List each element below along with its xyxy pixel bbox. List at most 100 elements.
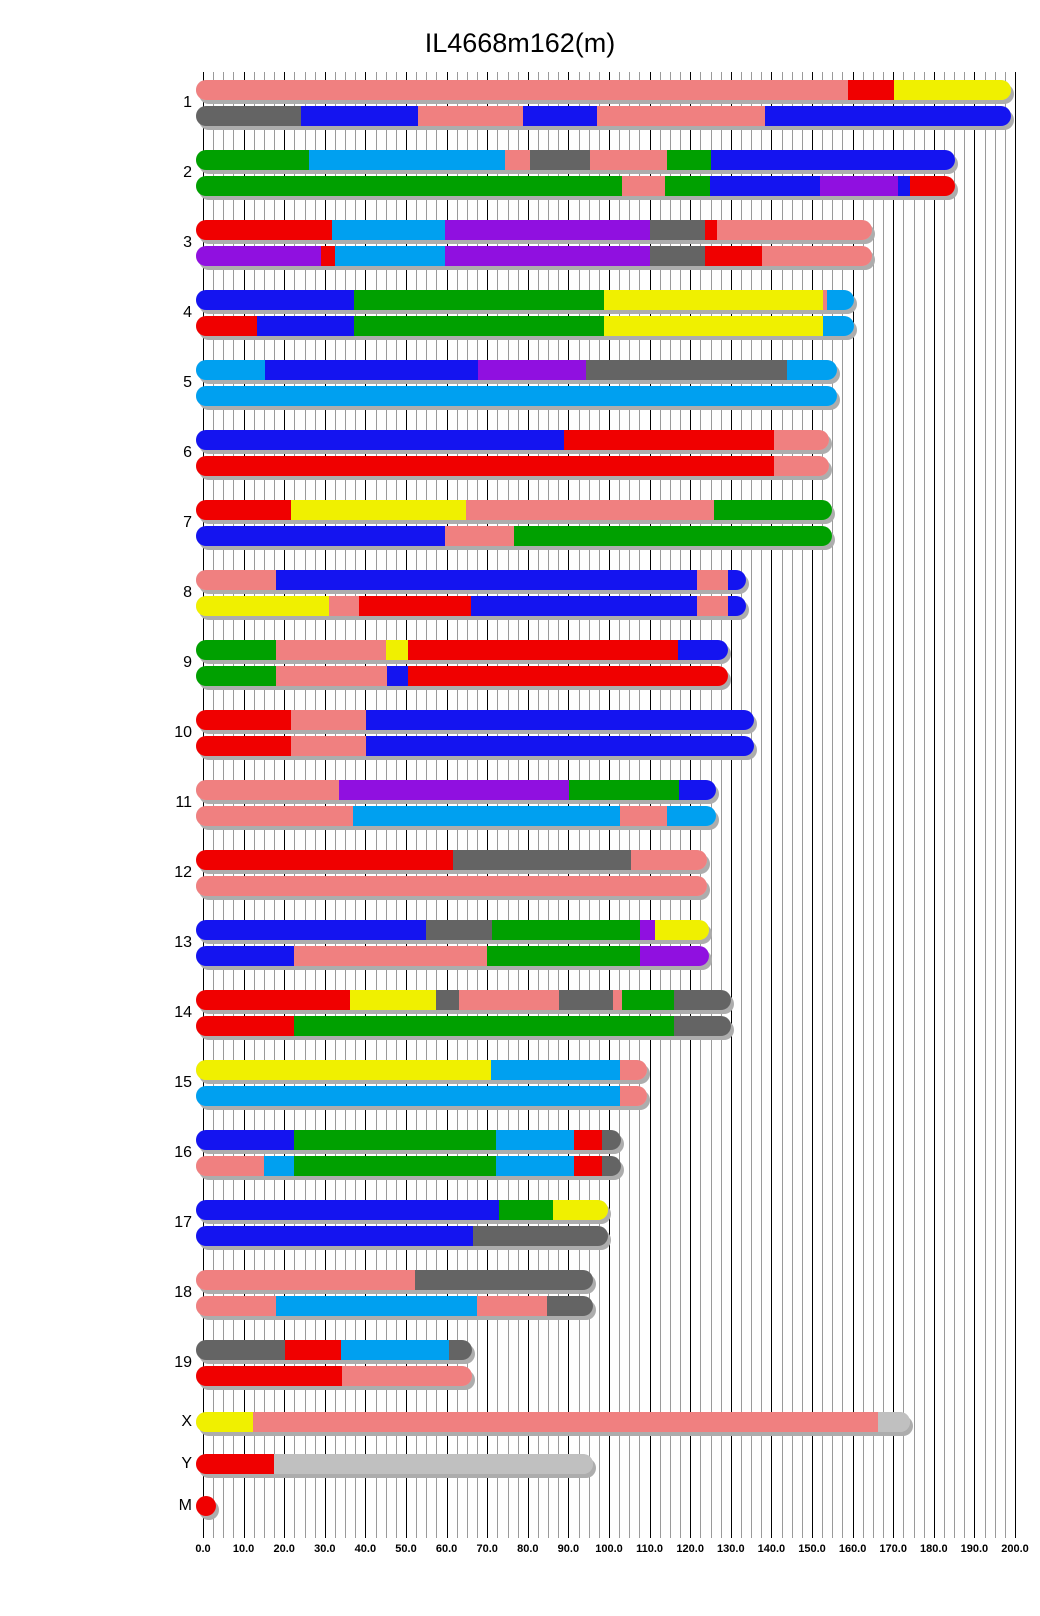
bar-segment-yellow [349,990,436,1010]
chromosome-bar-18-strand2 [196,1296,593,1316]
bar-segment-pink [444,526,514,546]
axis-tick-label: 70.0 [476,1543,498,1555]
gridline-minor [659,72,661,1538]
bar-segment-red [408,666,728,686]
chromosome-label-19: 19 [174,1354,192,1371]
bar-segment-green [293,1130,497,1150]
gridline-major [690,72,692,1538]
chromosome-bar-9-strand2 [196,666,728,686]
bar-segment-red [196,1366,343,1386]
axis-tick-label: 170.0 [879,1543,907,1555]
bar-segment-red [196,850,453,870]
bar-segment-green [354,290,605,310]
chromosome-label-16: 16 [174,1144,192,1161]
bar-segment-green [498,1200,554,1220]
gridline-major [852,72,854,1538]
bar-segment-gray [559,990,614,1010]
bar-segment-yellow [196,1412,253,1432]
bar-segment-green [354,316,605,336]
gridline-minor [253,72,255,1538]
gridline-minor [304,72,306,1538]
bar-segment-red [196,220,333,240]
bar-segment-gray [425,920,492,940]
bar-segment-yellow [894,80,1012,100]
chromosome-label-7: 7 [183,514,192,531]
bar-segment-blue [196,430,564,450]
bar-segment-lightblue [196,360,266,380]
chromosome-label-3: 3 [183,234,192,251]
gridline-major [933,72,935,1538]
bar-segment-green [196,176,622,196]
bar-segment-gray [196,1340,286,1360]
gridline-minor [842,72,844,1538]
bar-segment-pink [252,1412,879,1432]
gridline-minor [334,72,336,1538]
bar-segment-yellow [604,290,823,310]
bar-segment-green [667,150,711,170]
bar-segment-red [196,1496,217,1516]
gridline-minor [872,72,874,1538]
chromosome-bar-15-strand1 [196,1060,647,1080]
gridline-minor [629,72,631,1538]
chromosome-label-1: 1 [183,94,192,111]
bar-segment-lightblue [196,386,837,406]
bar-segment-pink [196,806,353,826]
bar-segment-blue [196,946,294,966]
bar-segment-yellow [553,1200,608,1220]
bar-segment-blue [522,106,597,126]
gridline-minor [923,72,925,1538]
gridline-major [284,72,286,1538]
bar-segment-blue [365,710,755,730]
gridline-minor [314,72,316,1538]
axis-tick-label: 0.0 [195,1543,211,1555]
bar-segment-pink [196,1270,416,1290]
chromosome-bar-11-strand1 [196,780,717,800]
bar-segment-blue [196,1226,473,1246]
gridline-minor [710,72,712,1538]
bar-segment-green [487,946,640,966]
bar-segment-pink [196,876,708,896]
gridline-major [365,72,367,1538]
gridline-minor [466,72,468,1538]
gridline-minor [537,72,539,1538]
gridline-minor [375,72,377,1538]
gridline-major [649,72,651,1538]
chromosome-bar-15-strand2 [196,1086,647,1106]
bar-segment-pink [291,710,366,730]
bar-segment-silver [878,1412,910,1432]
bar-segment-green [196,640,277,660]
axis-tick-label: 50.0 [395,1543,417,1555]
gridline-minor [345,72,347,1538]
bar-segment-gray [452,850,631,870]
gridline-minor [801,72,803,1538]
bar-segment-pink [697,596,728,616]
gridline-minor [507,72,509,1538]
gridline-minor [355,72,357,1538]
bar-segment-red [196,456,775,476]
chromosome-bar-18-strand1 [196,1270,593,1290]
bar-segment-red [196,316,257,336]
axis-tick-label: 100.0 [595,1543,623,1555]
bar-segment-gray [449,1340,472,1360]
chromosome-bar-2-strand2 [196,176,955,196]
chart-title: IL4668m162(m) [424,28,616,58]
bar-segment-lightblue [352,806,620,826]
bar-segment-lightblue [666,806,717,826]
bar-segment-pink [196,570,277,590]
bar-segment-pink [196,1156,265,1176]
chromosome-bar-12-strand2 [196,876,708,896]
bar-segment-yellow [654,920,709,940]
chromosome-bar-5-strand1 [196,360,837,380]
bar-segment-green [293,1156,497,1176]
gridline-minor [862,72,864,1538]
bar-segment-gray [196,106,301,126]
gridline-minor [395,72,397,1538]
chromosome-bar-13-strand1 [196,920,709,940]
bar-segment-blue [727,596,746,616]
bar-segment-red [321,246,335,266]
bar-segment-red [909,176,955,196]
gridline-major [609,72,610,1538]
bar-segment-blue [470,596,698,616]
chromosome-bar-14-strand1 [196,990,731,1010]
gridline-minor [436,72,438,1538]
